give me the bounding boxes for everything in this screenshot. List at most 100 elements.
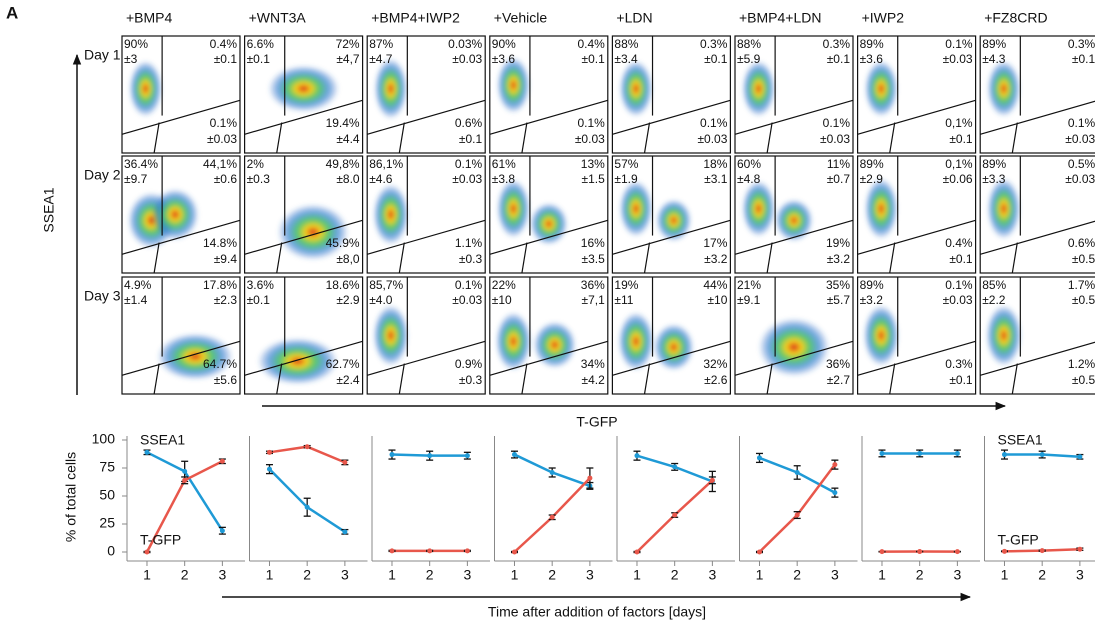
x-tick-label: 3 — [1076, 567, 1084, 583]
gate-percent: 90% — [492, 37, 516, 51]
gate-error: ±0.7 — [827, 172, 851, 186]
density-cloud — [987, 60, 1021, 117]
gate-percent: 0.1% — [1068, 116, 1095, 130]
data-point — [634, 453, 640, 459]
gate-percent: 6.6% — [247, 37, 275, 51]
gate-error: ±0.5 — [1072, 373, 1095, 387]
gate-percent: 13% — [581, 157, 605, 171]
density-cloud — [987, 178, 1021, 240]
gate-error: ±0.03 — [575, 132, 605, 146]
day-label: Day 1 — [84, 47, 121, 63]
gate-error: ±0.3 — [459, 252, 483, 266]
gate-error: ±3.2 — [860, 293, 884, 307]
x-tick-label: 3 — [218, 567, 226, 583]
y-tick-label: 50 — [99, 487, 115, 503]
data-point — [832, 490, 838, 496]
gate-error: ±0.3 — [247, 172, 271, 186]
gate-error: ±0.6 — [214, 172, 238, 186]
density-cloud — [864, 178, 898, 240]
gate-error: ±3 — [124, 52, 138, 66]
condition-header: +IWP2 — [862, 10, 905, 26]
data-point — [304, 504, 310, 510]
gate-percent: 89% — [860, 278, 884, 292]
condition-header: +BMP4+IWP2 — [371, 10, 460, 26]
gate-line — [121, 219, 241, 255]
gate-percent: 0.3% — [1068, 37, 1095, 51]
x-tick-label: 2 — [793, 567, 801, 583]
density-cloud — [495, 312, 532, 371]
gate-percent: 35% — [826, 278, 850, 292]
gate-percent: 3.6% — [247, 278, 275, 292]
gate-line — [766, 122, 773, 154]
gate-error: ±9.4 — [214, 252, 238, 266]
data-point — [389, 548, 395, 554]
density-cloud — [986, 305, 1022, 366]
density-cloud — [129, 60, 163, 117]
density-cloud — [619, 60, 653, 117]
gate-error: ±2.6 — [704, 373, 728, 387]
gate-error: ±0.1 — [949, 373, 973, 387]
gate-error: ±3.5 — [582, 252, 606, 266]
x-tick-label: 3 — [831, 567, 839, 583]
gate-percent: 36% — [581, 278, 605, 292]
density-cloud — [864, 60, 898, 117]
gate-error: ±0.03 — [943, 293, 973, 307]
gate-percent: 17% — [703, 236, 727, 250]
data-point — [182, 468, 188, 474]
gate-line — [244, 99, 363, 135]
density-cloud — [775, 199, 813, 242]
x-tick-label: 1 — [633, 567, 641, 583]
density-cloud — [151, 188, 199, 241]
gate-line — [980, 341, 1095, 376]
gate-error: ±3.1 — [704, 172, 728, 186]
data-point — [219, 458, 225, 464]
gate-error: ±3.6 — [860, 52, 884, 66]
density-cloud — [863, 305, 899, 366]
gate-line — [121, 340, 241, 376]
gate-percent: 1.1% — [455, 236, 483, 250]
gate-percent: 86,1% — [369, 157, 403, 171]
gate-percent: 85,7% — [369, 278, 403, 292]
gate-error: ±4.8 — [737, 172, 761, 186]
x-tick-label: 2 — [181, 567, 189, 583]
gate-percent: 0.4% — [210, 37, 238, 51]
gate-error: ±0.1 — [704, 52, 728, 66]
density-cloud — [742, 60, 776, 117]
data-point — [464, 548, 470, 554]
data-point — [1001, 548, 1007, 554]
y-tick-label: 0 — [107, 543, 115, 559]
gate-percent: 17.8% — [203, 278, 237, 292]
density-cloud — [742, 180, 776, 237]
gate-error: ±2.4 — [336, 373, 360, 387]
gate-error: ±10 — [492, 293, 512, 307]
data-point — [304, 444, 310, 450]
data-point — [1077, 546, 1083, 552]
y-tick-label: 25 — [99, 515, 115, 531]
gate-percent: 34% — [581, 357, 605, 371]
condition-header: +LDN — [616, 10, 652, 26]
data-point — [756, 549, 762, 555]
gate-line — [734, 219, 854, 255]
gate-percent: 0.3% — [945, 357, 973, 371]
gate-percent: 44,1% — [203, 157, 237, 171]
gate-error: ±0.03 — [452, 52, 482, 66]
gate-line — [276, 242, 283, 274]
gate-percent: 45.9% — [326, 236, 360, 250]
density-cloud — [653, 323, 694, 371]
gate-percent: 0.1% — [823, 116, 851, 130]
gate-error: ±0.1 — [247, 52, 271, 66]
gate-line — [489, 340, 608, 376]
gate-percent: 0.03% — [448, 37, 482, 51]
gate-percent: 88% — [737, 37, 761, 51]
gate-error: ±0.1 — [1072, 52, 1095, 66]
data-point — [756, 455, 762, 461]
gate-line — [1011, 363, 1018, 395]
gate-error: ±0.3 — [459, 373, 483, 387]
gate-percent: 14.8% — [203, 236, 237, 250]
gate-percent: 32% — [703, 357, 727, 371]
gate-percent: 0.1% — [577, 116, 605, 130]
data-point — [794, 512, 800, 518]
gate-line — [521, 242, 528, 274]
gate-error: ±3.4 — [614, 52, 638, 66]
